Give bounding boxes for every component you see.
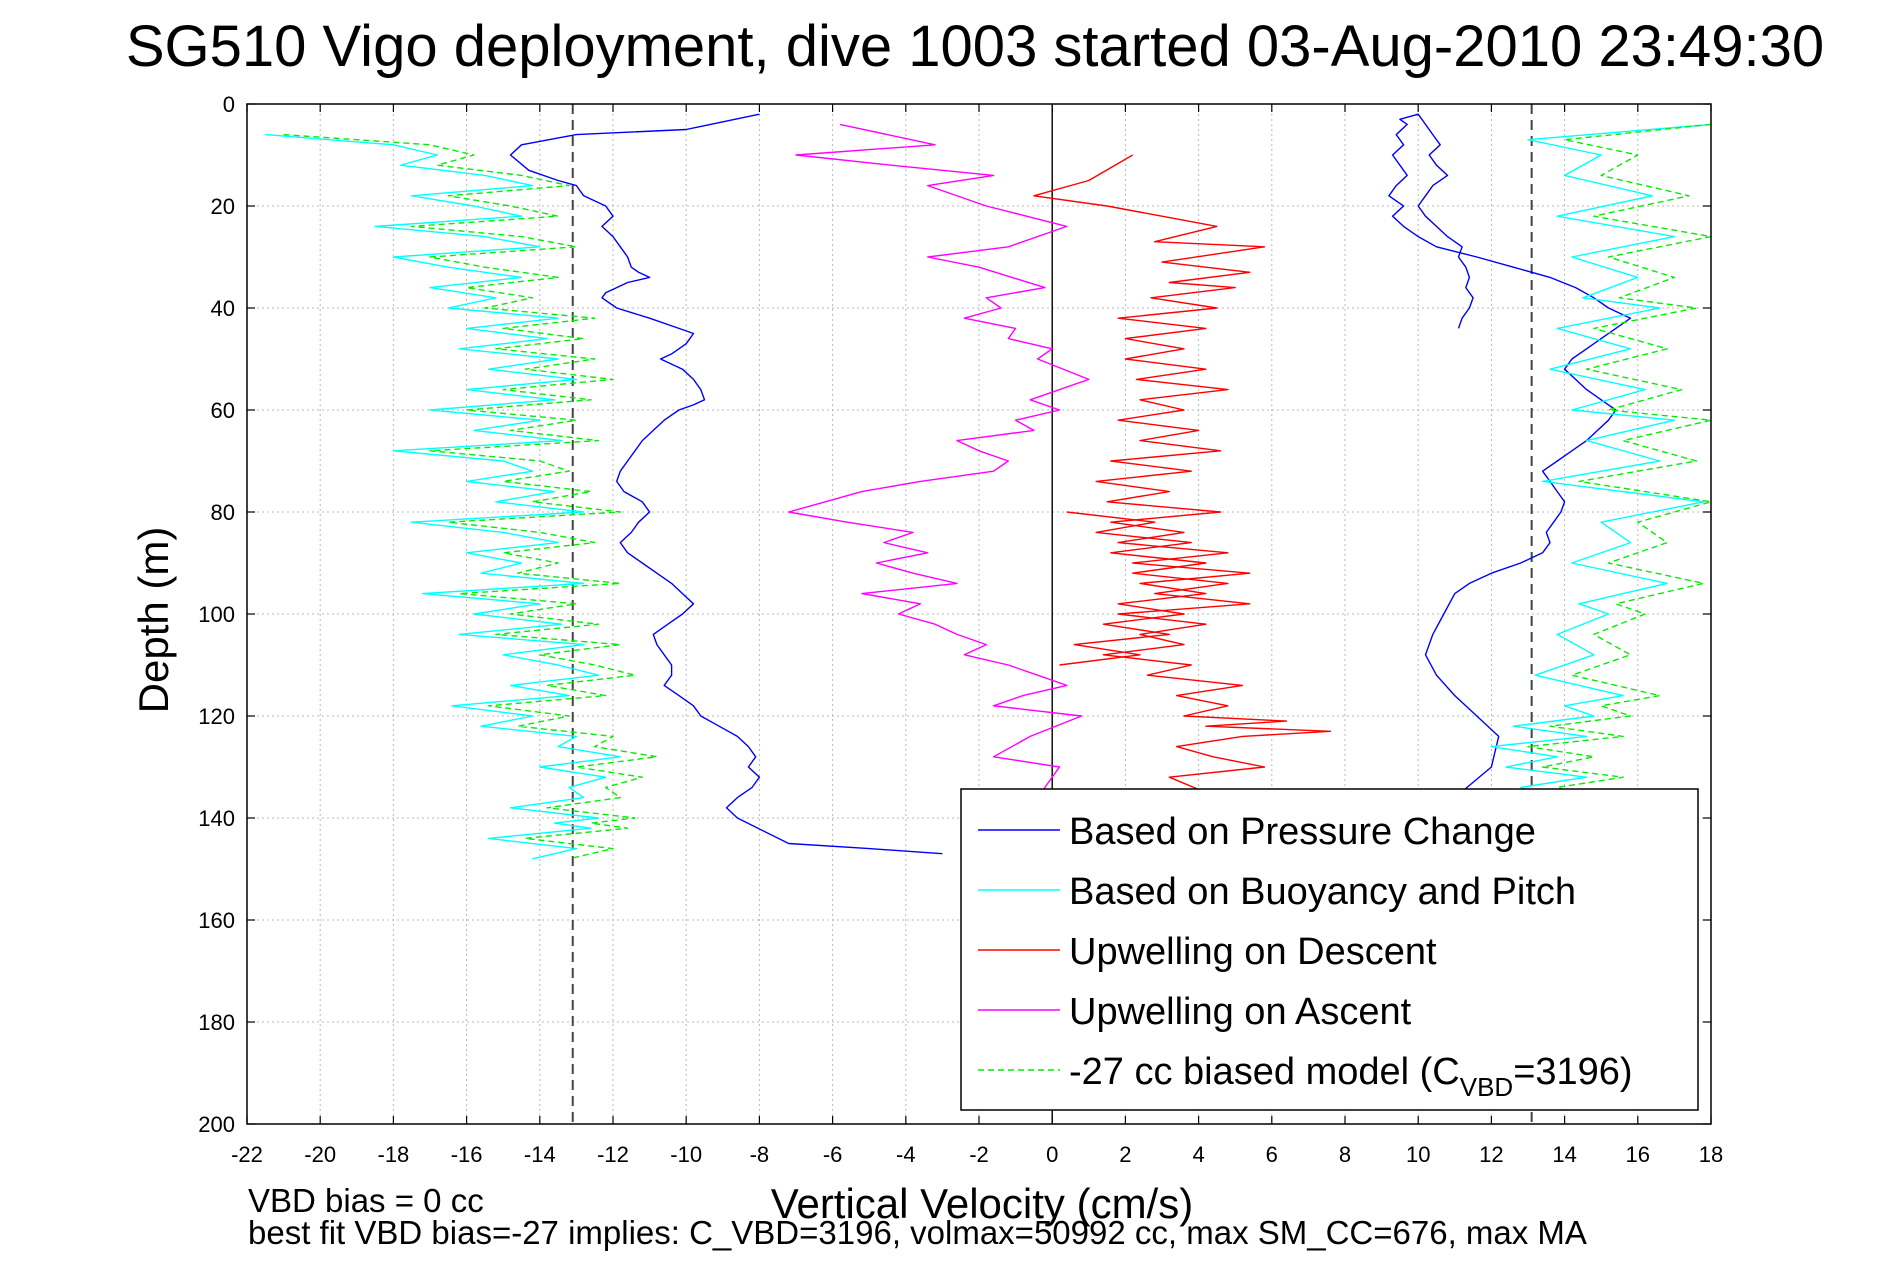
y-tick-label: 20 [211, 194, 235, 219]
legend-label: -27 cc biased model (CVBD=3196) [1069, 1051, 1633, 1102]
legend-label: Based on Pressure Change [1069, 811, 1536, 853]
x-tick-label: 10 [1406, 1142, 1430, 1167]
series-group [265, 113, 1712, 870]
legend-label: Upwelling on Descent [1069, 931, 1437, 973]
x-axis-label: Vertical Velocity (cm/s) [771, 1180, 1193, 1227]
y-tick-label: 40 [211, 296, 235, 321]
series-line [1066, 511, 1332, 809]
series-line [509, 113, 943, 855]
legend-label-suffix: =3196) [1513, 1051, 1632, 1093]
y-tick-label: 100 [198, 602, 235, 627]
y-tick-label: 140 [198, 806, 235, 831]
x-tick-label: -2 [969, 1142, 989, 1167]
x-tick-label: -22 [231, 1142, 263, 1167]
x-tick-label: -8 [750, 1142, 770, 1167]
x-tick-label: -18 [378, 1142, 410, 1167]
chart-title: SG510 Vigo deployment, dive 1003 started… [126, 14, 1824, 79]
y-tick-label: 180 [198, 1010, 235, 1035]
footer-fit-note: best fit VBD bias=-27 implies: C_VBD=319… [248, 1214, 1587, 1251]
legend-label: Upwelling on Ascent [1069, 991, 1412, 1033]
y-tick-label: 200 [198, 1112, 235, 1137]
x-tick-label: 6 [1266, 1142, 1278, 1167]
x-tick-label: 8 [1339, 1142, 1351, 1167]
x-tick-label: -10 [670, 1142, 702, 1167]
series-line [788, 123, 1090, 804]
x-axis-ticks: -22 -20 -18 -16 -14 -12 -10 -8 -6 -4 -2 0 2 4 6 8 10 12 14… [231, 104, 1723, 1167]
x-tick-label: 12 [1479, 1142, 1503, 1167]
x-tick-label: 18 [1699, 1142, 1723, 1167]
x-tick-label: -20 [304, 1142, 336, 1167]
x-tick-label: -4 [896, 1142, 916, 1167]
x-tick-label: 0 [1046, 1142, 1058, 1167]
y-axis-label: Depth (m) [130, 527, 177, 714]
x-tick-label: -12 [597, 1142, 629, 1167]
legend: Based on Pressure Change Based on Buoyanc… [960, 788, 1699, 1111]
x-tick-label: 14 [1552, 1142, 1576, 1167]
series-line [1512, 123, 1712, 845]
y-tick-label: 60 [211, 398, 235, 423]
y-axis-ticks: 0 20 40 60 80 100 120 140 160 180 200 [198, 92, 1711, 1137]
series-line [1476, 123, 1712, 845]
legend-box [960, 788, 1699, 1111]
legend-label: Based on Buoyancy and Pitch [1069, 871, 1576, 913]
series-line [265, 133, 621, 860]
legend-label-subscript: VBD [1460, 1072, 1513, 1102]
y-tick-label: 160 [198, 908, 235, 933]
y-tick-label: 0 [223, 92, 235, 117]
x-tick-label: 4 [1192, 1142, 1204, 1167]
series-line [978, 113, 1632, 870]
legend-label-prefix: -27 cc biased model (C [1069, 1051, 1460, 1093]
x-tick-label: -6 [823, 1142, 843, 1167]
x-tick-label: -16 [451, 1142, 483, 1167]
x-tick-label: 2 [1119, 1142, 1131, 1167]
series-line [1033, 154, 1266, 666]
series-line [283, 133, 658, 860]
x-tick-label: -14 [524, 1142, 556, 1167]
footer-bias-note: VBD bias = 0 cc [248, 1182, 484, 1219]
y-tick-label: 80 [211, 500, 235, 525]
y-tick-label: 120 [198, 704, 235, 729]
x-tick-label: 16 [1626, 1142, 1650, 1167]
